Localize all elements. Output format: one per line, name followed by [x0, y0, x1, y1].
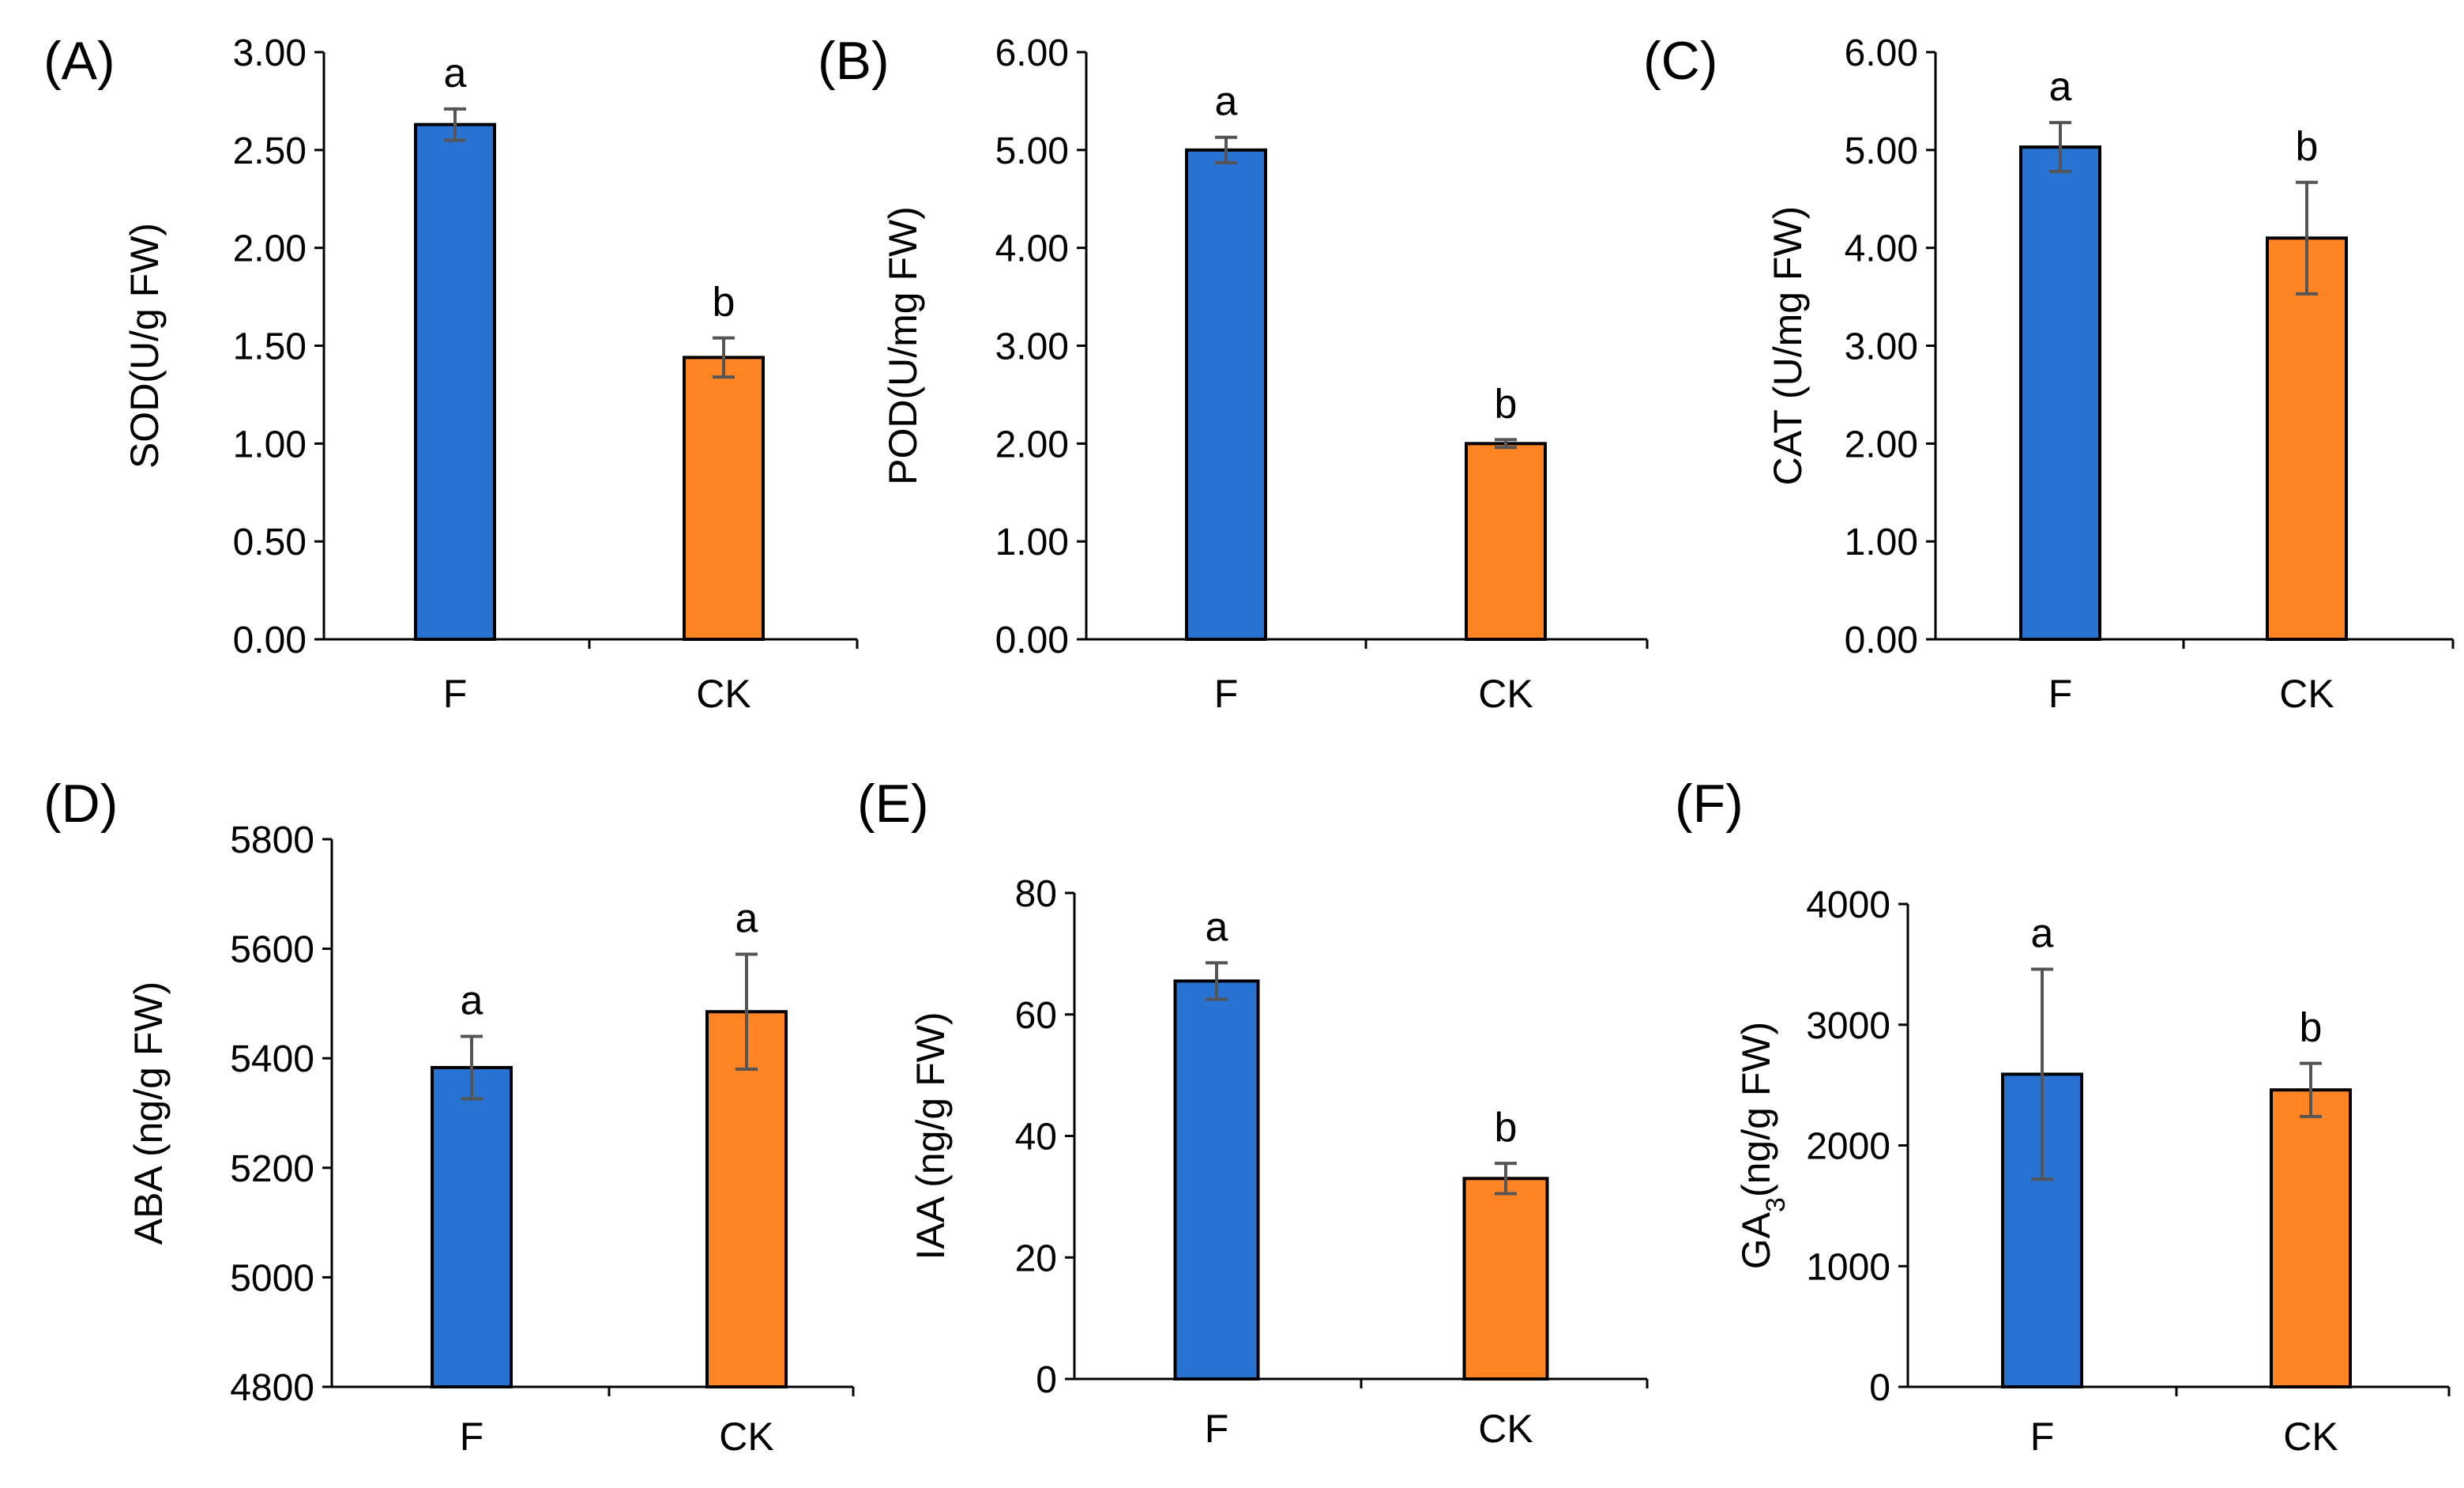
panel-label: (E): [857, 774, 929, 834]
chart-panel-5: (E) 0 20 40 60 80 IAA (ng/g FW) a Fb CK: [857, 774, 1649, 1451]
significance-letter: a: [1206, 904, 1228, 950]
significance-letter: b: [2300, 1005, 2323, 1051]
y-tick-label: 6.00: [1845, 32, 1918, 74]
chart-panel-2: (B) 0.00 1.00 2.00 3.00 4.00 5.00 6.00 POD(U/mg …: [818, 31, 1649, 716]
y-axis-label-main: CAT (U/mg FW): [1766, 206, 1810, 486]
category-label: CK: [719, 1415, 773, 1459]
y-tick-label: 3.00: [233, 32, 307, 74]
y-tick-label: 5.00: [1845, 130, 1918, 172]
bar-f: [1185, 148, 1267, 642]
bar-f: [431, 1065, 513, 1388]
y-tick-label: 4.00: [995, 228, 1069, 270]
category-label: F: [1205, 1407, 1229, 1451]
y-tick-label: 80: [1015, 873, 1057, 915]
y-tick-label: 5000: [230, 1257, 314, 1299]
significance-letter: a: [444, 51, 467, 96]
y-tick-label: 40: [1015, 1117, 1057, 1158]
y-tick-label: 2.00: [1845, 424, 1918, 465]
y-tick-label: 60: [1015, 995, 1057, 1037]
category-label: CK: [2279, 672, 2334, 716]
panel-label: (B): [818, 31, 890, 91]
significance-letter: b: [713, 280, 735, 326]
bar-ck: [1462, 1177, 1549, 1381]
y-tick-label: 1.50: [233, 326, 307, 368]
y-tick-label: 4000: [1806, 884, 1890, 926]
panel-label: (F): [1675, 774, 1744, 834]
chart-panel-1: (A) 0.00 0.50 1.00 1.50 2.00 2.50 3.00 SOD(U/g F…: [43, 31, 859, 716]
y-axis-label-main: GA: [1734, 1211, 1778, 1269]
significance-letter: b: [1495, 1105, 1518, 1151]
y-tick-label: 0: [1036, 1359, 1057, 1401]
y-tick-label: 2000: [1806, 1126, 1890, 1168]
y-axis-label: CAT (U/mg FW): [1766, 206, 1810, 486]
y-axis-label: IAA (ng/g FW): [908, 1012, 953, 1260]
y-tick-label: 0.50: [233, 522, 307, 563]
y-axis-label: GA3(ng/g FW): [1734, 1022, 1791, 1269]
y-axis-label-main: IAA (ng/g FW): [908, 1012, 953, 1260]
panel-label: (A): [43, 31, 115, 91]
category-label: F: [460, 1415, 484, 1459]
significance-letter: a: [2049, 64, 2072, 110]
bar-f: [1173, 979, 1260, 1381]
y-tick-label: 0.00: [995, 620, 1069, 661]
y-tick-label: 3000: [1806, 1005, 1890, 1047]
y-tick-label: 1000: [1806, 1246, 1890, 1288]
category-label: F: [2030, 1415, 2055, 1459]
y-tick-label: 1.00: [233, 424, 307, 465]
y-axis-label-main: POD(U/mg FW): [881, 206, 925, 485]
category-label: CK: [1478, 1407, 1533, 1451]
y-tick-label: 4.00: [1845, 228, 1918, 270]
y-axis-label-unit: (ng/g FW): [1734, 1022, 1778, 1197]
y-tick-label: 5.00: [995, 130, 1069, 172]
significance-letter: b: [2296, 124, 2319, 170]
panel-label: (C): [1643, 31, 1717, 91]
chart-panel-6: (F) 0 1000 2000 3000 4000 GA3(ng/g FW) a Fb CK: [1675, 774, 2451, 1459]
y-axis-label: ABA (ng/g FW): [126, 981, 171, 1245]
bar-ck: [705, 1010, 788, 1389]
bar-f: [414, 122, 496, 642]
y-tick-label: 3.00: [1845, 326, 1918, 368]
y-tick-label: 0.00: [233, 620, 307, 661]
category-label: CK: [696, 672, 750, 716]
y-tick-label: 2.00: [233, 228, 307, 270]
y-tick-label: 3.00: [995, 326, 1069, 368]
bar-ck: [2270, 1088, 2352, 1388]
y-axis-label-main: ABA (ng/g FW): [126, 981, 171, 1245]
category-label: F: [2048, 672, 2073, 716]
bar-ck: [683, 356, 765, 641]
y-axis-label-subscript: 3: [1761, 1197, 1791, 1212]
significance-letter: b: [1495, 381, 1518, 427]
significance-letter: a: [735, 896, 758, 942]
significance-letter: a: [461, 978, 483, 1023]
chart-panel-4: (D) 4800 5000 5200 5400 5600 5800 ABA (ng/g FW)…: [43, 774, 855, 1459]
y-tick-label: 0.00: [1845, 620, 1918, 661]
y-axis-label: POD(U/mg FW): [881, 206, 925, 485]
y-tick-label: 5200: [230, 1148, 314, 1190]
y-tick-label: 0: [1869, 1367, 1890, 1409]
y-tick-label: 6.00: [995, 32, 1069, 74]
category-label: CK: [1478, 672, 1533, 716]
significance-letter: a: [2031, 910, 2054, 956]
category-label: F: [1214, 672, 1239, 716]
y-tick-label: 1.00: [995, 522, 1069, 563]
category-label: F: [443, 672, 468, 716]
y-tick-label: 5400: [230, 1038, 314, 1080]
y-tick-label: 2.50: [233, 130, 307, 172]
y-axis-label: SOD(U/g FW): [122, 223, 167, 469]
y-tick-label: 5800: [230, 819, 314, 861]
significance-letter: a: [1215, 79, 1238, 125]
bar-f: [2019, 145, 2101, 641]
y-axis-label-main: SOD(U/g FW): [122, 223, 167, 469]
y-tick-label: 1.00: [1845, 522, 1918, 563]
bar-ck: [1465, 442, 1547, 641]
y-tick-label: 20: [1015, 1237, 1057, 1279]
y-tick-label: 5600: [230, 929, 314, 971]
y-tick-label: 2.00: [995, 424, 1069, 465]
y-tick-label: 4800: [230, 1367, 314, 1409]
chart-panel-3: (C) 0.00 1.00 2.00 3.00 4.00 5.00 6.00 CAT (U/mg…: [1643, 31, 2455, 716]
panel-label: (D): [43, 774, 118, 834]
bar-ck: [2266, 236, 2348, 641]
category-label: CK: [2283, 1415, 2338, 1459]
